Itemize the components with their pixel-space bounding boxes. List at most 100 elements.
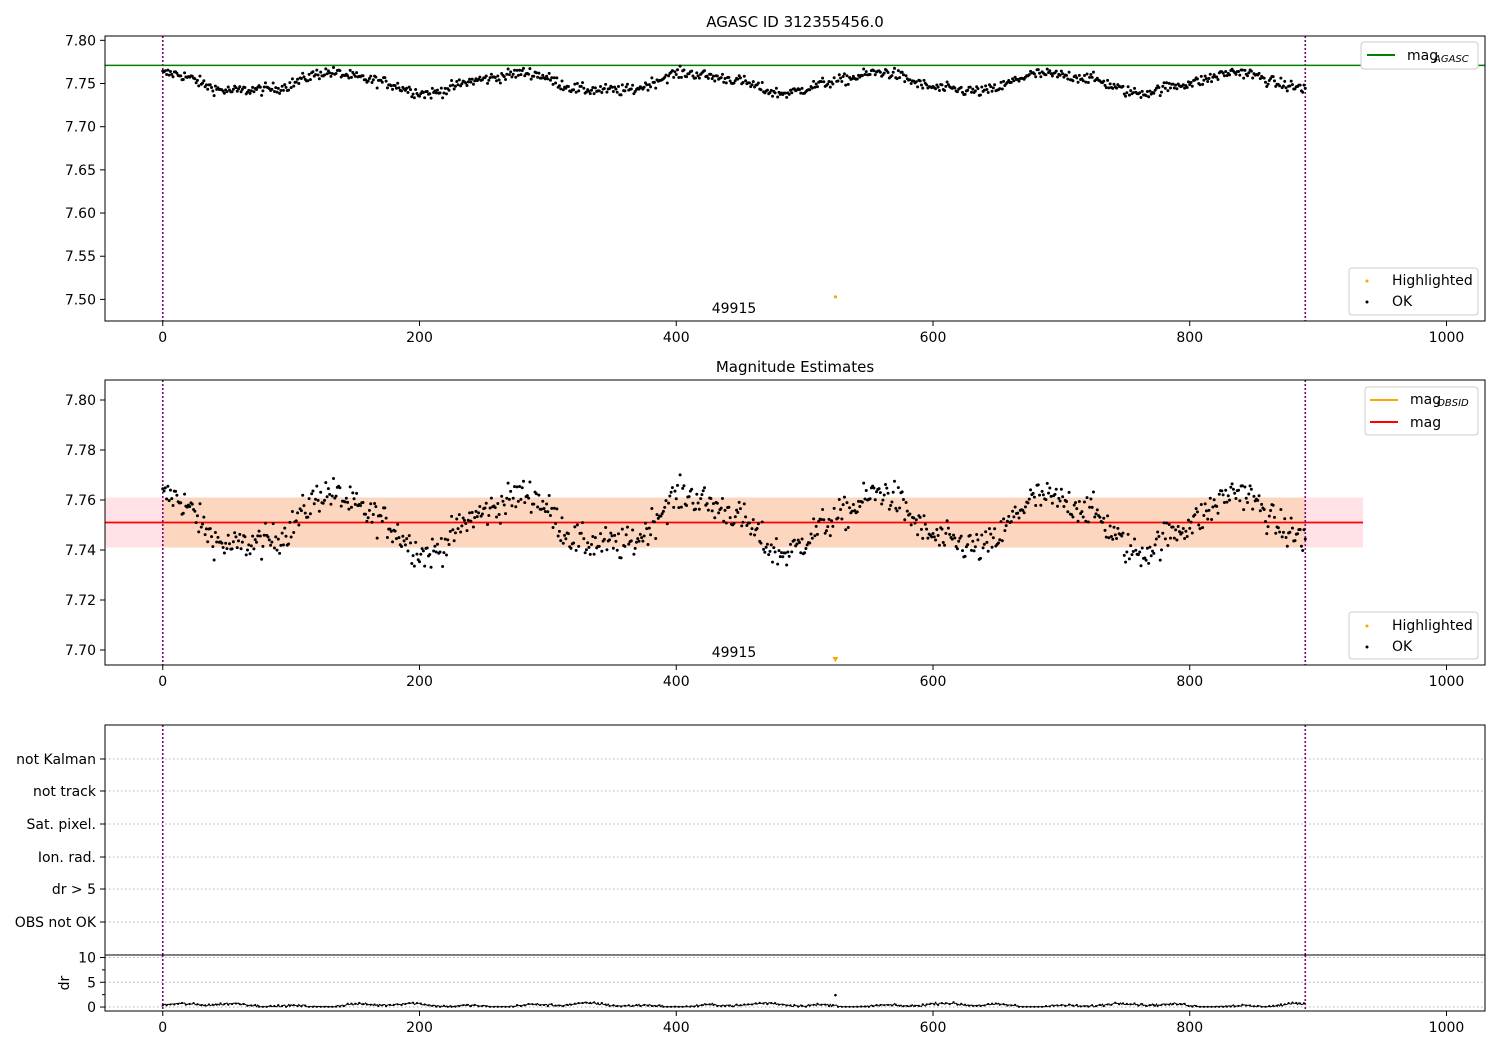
data-point (640, 536, 644, 540)
data-point (181, 511, 185, 515)
agasc-magnitude-panel: AGASC ID 312355456.0 0 200 400 600 800 10007.… (65, 13, 1486, 346)
data-point (412, 96, 416, 100)
data-point (435, 88, 439, 92)
data-point (673, 70, 677, 74)
data-point (1131, 550, 1135, 554)
data-point (465, 529, 469, 533)
dr-point (804, 1005, 808, 1008)
dr-point (369, 1003, 372, 1006)
x-tick-label: 400 (663, 330, 690, 346)
data-point (1234, 72, 1238, 76)
dr-point (1252, 1005, 1256, 1008)
x-tick-label: 600 (920, 1020, 947, 1036)
data-point (895, 77, 899, 81)
dr-point (1079, 1005, 1082, 1008)
y-tick-label: 7.74 (65, 543, 96, 559)
dr-point (600, 1001, 603, 1005)
data-point (222, 551, 226, 555)
y-tick-label: 10 (78, 950, 96, 966)
data-point (769, 88, 773, 92)
data-point (611, 90, 615, 94)
data-point (836, 79, 840, 83)
data-point (982, 88, 986, 92)
data-point (1211, 75, 1215, 79)
data-point (941, 541, 945, 545)
data-point (633, 546, 637, 550)
data-point (278, 551, 282, 555)
data-point (795, 542, 799, 546)
dr-point (913, 1004, 917, 1007)
data-point (552, 506, 556, 510)
data-point (582, 537, 586, 541)
data-point (303, 511, 307, 515)
data-point (980, 533, 984, 537)
data-point (1072, 503, 1076, 507)
data-point (1302, 528, 1306, 532)
data-point (296, 77, 300, 81)
data-point (663, 75, 667, 79)
data-point (226, 85, 230, 89)
data-point (497, 78, 501, 82)
panel1-frame (104, 35, 1486, 322)
dr-point (562, 1005, 565, 1008)
data-point (1204, 77, 1208, 81)
data-point (972, 549, 976, 553)
data-point (624, 533, 628, 537)
dr-point (1160, 1003, 1163, 1006)
data-point (720, 496, 724, 500)
data-point (316, 498, 320, 502)
data-point (260, 557, 264, 561)
data-point (736, 510, 740, 514)
data-point (294, 519, 298, 523)
dr-point (627, 1004, 630, 1007)
data-point (198, 74, 202, 78)
data-point (971, 87, 975, 91)
data-point (1012, 515, 1016, 519)
data-point (527, 496, 531, 500)
data-point (204, 527, 208, 531)
data-point (486, 81, 490, 85)
data-point (328, 71, 332, 75)
data-point (505, 72, 509, 76)
data-point (371, 78, 375, 82)
data-point (465, 83, 469, 87)
data-point (952, 533, 956, 537)
data-point (955, 90, 959, 94)
data-point (319, 70, 323, 74)
data-point (383, 76, 387, 80)
dr-point (388, 1003, 392, 1006)
data-point (1272, 515, 1276, 519)
data-point (1262, 76, 1266, 80)
data-point (1133, 537, 1137, 541)
data-point (1197, 523, 1201, 527)
data-point (916, 85, 920, 89)
dr-point (921, 1003, 924, 1006)
data-point (909, 81, 913, 85)
dr-point (1041, 1005, 1044, 1008)
data-point (1276, 526, 1280, 530)
data-point (254, 87, 258, 91)
data-point (1061, 495, 1065, 499)
data-point (665, 522, 669, 526)
data-point (166, 68, 170, 72)
data-point (785, 563, 789, 567)
data-point (1211, 505, 1215, 509)
data-point (234, 86, 238, 90)
data-point (462, 518, 466, 522)
dr-point (681, 1005, 684, 1008)
data-point (890, 500, 894, 504)
data-point (623, 544, 627, 548)
dr-point (646, 1004, 650, 1007)
data-point (1009, 520, 1013, 524)
dr-point (1144, 1004, 1148, 1007)
dr-point (581, 1001, 584, 1005)
data-point (581, 521, 585, 525)
dr-point (323, 1005, 326, 1008)
data-point (1034, 75, 1038, 79)
data-point (1274, 84, 1278, 88)
data-point (1231, 487, 1235, 491)
data-point (774, 537, 778, 541)
data-point (592, 552, 596, 556)
data-point (243, 86, 247, 90)
data-point (204, 83, 208, 87)
